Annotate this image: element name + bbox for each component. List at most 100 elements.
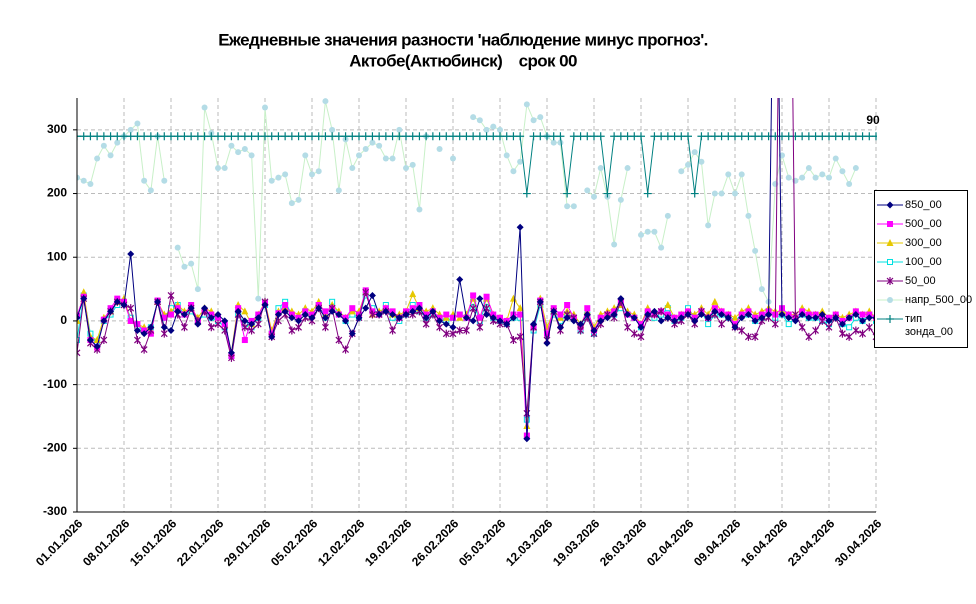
marker <box>886 239 894 246</box>
marker <box>724 132 733 141</box>
grid <box>73 98 877 513</box>
marker <box>342 317 350 325</box>
legend-item: 850_00 <box>875 199 967 212</box>
marker <box>87 180 94 187</box>
marker <box>295 323 302 332</box>
marker <box>361 132 370 141</box>
plot-area <box>77 98 877 443</box>
marker <box>616 132 625 141</box>
marker <box>731 132 739 141</box>
marker <box>449 132 457 141</box>
marker <box>315 168 322 175</box>
x-tick-label: 05.03.2026 <box>456 516 509 569</box>
marker <box>798 323 806 332</box>
marker <box>180 132 189 141</box>
marker <box>784 132 793 141</box>
marker <box>497 126 503 133</box>
marker <box>476 323 484 332</box>
marker <box>77 132 81 141</box>
marker <box>114 139 121 146</box>
legend-symbol <box>877 259 903 265</box>
marker <box>329 126 336 133</box>
marker <box>825 317 833 325</box>
marker <box>77 314 81 322</box>
marker <box>544 330 550 337</box>
marker <box>275 174 282 181</box>
marker <box>355 314 363 322</box>
marker <box>717 132 726 141</box>
y-tick-label: -200 <box>43 440 67 454</box>
marker <box>160 132 169 141</box>
marker <box>80 177 87 184</box>
marker <box>161 177 168 184</box>
marker <box>241 307 249 315</box>
marker <box>450 155 456 162</box>
marker <box>718 190 725 197</box>
marker <box>107 152 114 159</box>
marker <box>791 132 800 141</box>
marker <box>322 308 329 315</box>
marker <box>315 304 323 312</box>
legend-symbol <box>877 221 903 227</box>
marker <box>610 132 619 141</box>
marker <box>751 317 759 325</box>
marker <box>839 329 846 338</box>
marker <box>670 132 679 141</box>
marker <box>490 123 497 130</box>
marker <box>651 228 658 235</box>
marker <box>805 332 813 341</box>
marker <box>254 314 262 322</box>
marker <box>207 314 215 322</box>
marker <box>522 189 531 198</box>
x-tick-label: 26.02.2026 <box>409 516 462 569</box>
marker <box>314 132 323 141</box>
marker <box>127 126 134 133</box>
marker <box>624 311 632 319</box>
marker <box>832 155 839 162</box>
marker <box>449 329 457 338</box>
marker <box>483 126 490 133</box>
marker <box>321 314 329 322</box>
marker <box>584 187 591 194</box>
marker <box>859 329 866 338</box>
marker <box>812 174 819 181</box>
marker <box>798 132 807 141</box>
marker <box>503 152 510 159</box>
marker <box>193 132 202 141</box>
marker <box>100 317 108 325</box>
marker <box>267 132 276 141</box>
marker <box>838 132 847 141</box>
x-tick-label: 15.01.2026 <box>127 516 180 569</box>
marker <box>677 314 685 322</box>
marker <box>288 314 296 322</box>
marker <box>362 304 370 312</box>
marker <box>570 203 577 210</box>
marker <box>295 196 302 203</box>
marker <box>288 326 296 335</box>
marker <box>811 132 820 141</box>
marker <box>778 311 786 319</box>
marker <box>549 132 558 141</box>
marker <box>180 311 188 319</box>
marker <box>711 190 718 197</box>
marker <box>228 142 235 149</box>
marker <box>194 320 202 328</box>
marker <box>187 132 196 141</box>
marker <box>388 132 397 141</box>
marker <box>295 317 303 325</box>
marker <box>160 329 168 338</box>
y-tick-label: 0 <box>60 313 67 327</box>
marker <box>818 316 826 325</box>
marker <box>859 311 866 318</box>
marker <box>428 132 437 141</box>
marker <box>349 305 356 312</box>
marker <box>510 168 517 175</box>
marker <box>215 165 221 172</box>
marker <box>281 307 289 315</box>
marker <box>187 304 195 312</box>
marker <box>818 132 827 141</box>
marker <box>254 320 262 329</box>
chart-title: Ежедневные значения разности 'наблюдение… <box>218 30 708 49</box>
marker <box>603 314 611 322</box>
